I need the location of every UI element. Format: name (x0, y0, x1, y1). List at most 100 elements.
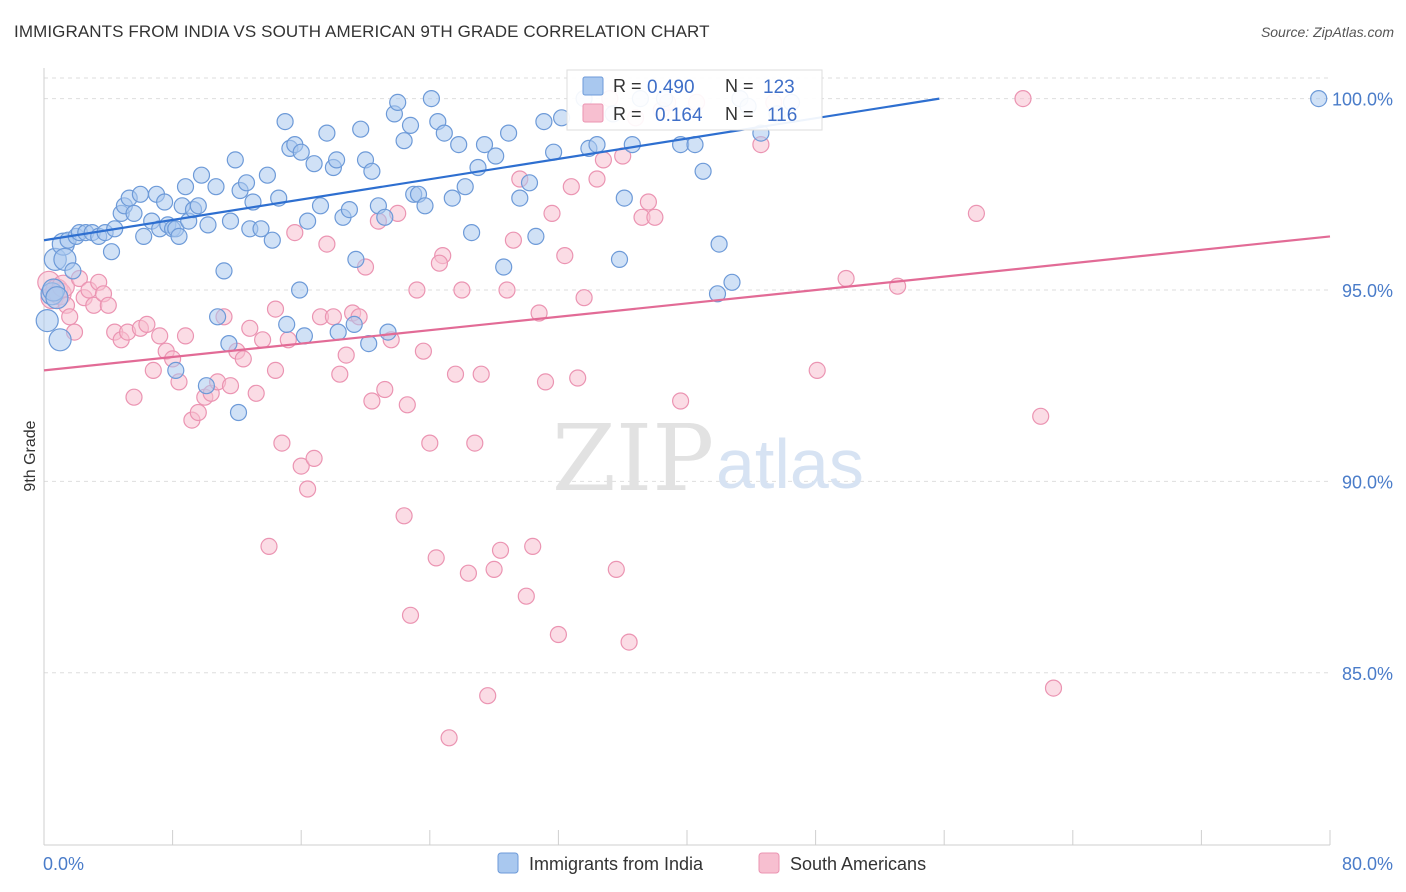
point-immigrants-from-india (416, 197, 434, 215)
trend-line-south-americans (43, 235, 1331, 372)
point-south-americans (266, 361, 285, 379)
point-south-americans (299, 480, 317, 498)
point-immigrants-from-india (229, 403, 248, 422)
point-south-americans (808, 361, 826, 379)
point-immigrants-from-india (450, 136, 468, 154)
point-immigrants-from-india (237, 174, 256, 192)
source-note: Source: ZipAtlas.com (1260, 24, 1394, 40)
point-immigrants-from-india (207, 178, 225, 196)
point-immigrants-from-india (220, 335, 238, 353)
point-immigrants-from-india (463, 224, 481, 242)
point-south-americans (446, 365, 465, 383)
point-south-americans (376, 380, 394, 399)
point-immigrants-from-india (495, 258, 513, 276)
point-south-americans (620, 633, 638, 651)
point-south-americans (466, 434, 484, 452)
y-axis-label: 9th Grade (22, 420, 39, 491)
stats-sa-r-value: 0.164 (655, 105, 703, 126)
point-south-americans (151, 327, 169, 345)
point-south-americans (543, 204, 561, 222)
stats-sa-n-value: 116 (767, 105, 797, 126)
point-immigrants-from-india (135, 227, 153, 245)
point-immigrants-from-india (352, 120, 370, 138)
y-tick-label: 95.0% (1342, 281, 1393, 301)
point-south-americans (234, 350, 252, 368)
watermark-zip: ZIP (552, 405, 714, 512)
point-south-americans (286, 224, 304, 242)
point-south-americans (176, 327, 195, 345)
point-immigrants-from-india (199, 216, 217, 234)
point-south-americans (408, 281, 426, 299)
point-immigrants-from-india (192, 166, 211, 184)
y-tick-labels: 85.0% 90.0% 95.0% 100.0% (1332, 90, 1393, 684)
point-immigrants-from-india (226, 151, 244, 169)
axes (43, 68, 1331, 846)
x-tick-label-max: 80.0% (1342, 854, 1393, 874)
point-south-americans (61, 308, 79, 326)
point-south-americans (671, 392, 690, 410)
point-immigrants-from-india (263, 231, 281, 249)
point-immigrants-from-india (340, 201, 358, 219)
point-immigrants-from-india (156, 193, 174, 211)
point-south-americans (594, 151, 613, 169)
stats-box: R = 0.490 N = 123 R = 0.164 N = 116 (566, 69, 823, 131)
point-south-americans (837, 269, 855, 288)
legend-swatch-sa (758, 852, 780, 874)
point-immigrants-from-india (456, 178, 474, 196)
point-immigrants-from-india (64, 262, 82, 280)
point-immigrants-from-india (125, 204, 143, 222)
y-tick-label: 100.0% (1332, 90, 1393, 110)
point-south-americans (305, 449, 323, 467)
point-south-americans (221, 377, 240, 395)
point-immigrants-from-india (102, 243, 121, 261)
legend-label-sa: South Americans (790, 854, 926, 874)
point-south-americans (1032, 407, 1050, 425)
point-immigrants-from-india (292, 143, 310, 161)
trend-lines (43, 97, 1331, 372)
point-immigrants-from-india (176, 178, 195, 196)
point-south-americans (266, 300, 285, 318)
chart-title: IMMIGRANTS FROM INDIA VS SOUTH AMERICAN … (14, 22, 710, 41)
watermark-atlas: atlas (716, 425, 864, 503)
point-immigrants-from-india (511, 189, 529, 207)
point-south-americans (967, 204, 986, 222)
legend: Immigrants from India South Americans (497, 852, 926, 874)
point-immigrants-from-india (278, 315, 296, 333)
point-south-americans (337, 346, 355, 364)
point-south-americans (639, 193, 658, 211)
point-immigrants-from-india (694, 162, 712, 180)
point-south-americans (536, 373, 555, 391)
point-south-americans (241, 319, 259, 337)
point-immigrants-from-india (379, 323, 397, 341)
point-south-americans (421, 434, 439, 452)
point-south-americans (414, 342, 432, 360)
point-south-americans (517, 587, 535, 605)
point-immigrants-from-india (276, 112, 294, 131)
point-south-americans (485, 560, 503, 579)
point-immigrants-from-india (520, 174, 539, 192)
point-immigrants-from-india (623, 136, 641, 154)
point-south-americans (549, 625, 568, 644)
point-south-americans (479, 687, 497, 705)
point-south-americans (459, 564, 477, 582)
point-immigrants-from-india (487, 147, 505, 165)
point-south-americans (331, 365, 349, 383)
point-immigrants-from-india (35, 309, 59, 333)
point-south-americans (125, 388, 143, 406)
point-immigrants-from-india (1310, 89, 1328, 108)
point-south-americans (395, 507, 413, 525)
legend-label-india: Immigrants from India (529, 854, 704, 874)
point-south-americans (363, 392, 381, 410)
point-south-americans (607, 560, 625, 579)
point-immigrants-from-india (475, 136, 494, 154)
point-south-americans (247, 384, 265, 402)
point-immigrants-from-india (443, 189, 461, 207)
point-immigrants-from-india (588, 136, 606, 154)
point-immigrants-from-india (197, 377, 215, 395)
point-south-americans (260, 537, 278, 556)
point-immigrants-from-india (189, 197, 207, 215)
point-south-americans (530, 304, 548, 322)
point-south-americans (440, 729, 458, 747)
point-south-americans (138, 315, 156, 333)
point-immigrants-from-india (723, 273, 741, 291)
